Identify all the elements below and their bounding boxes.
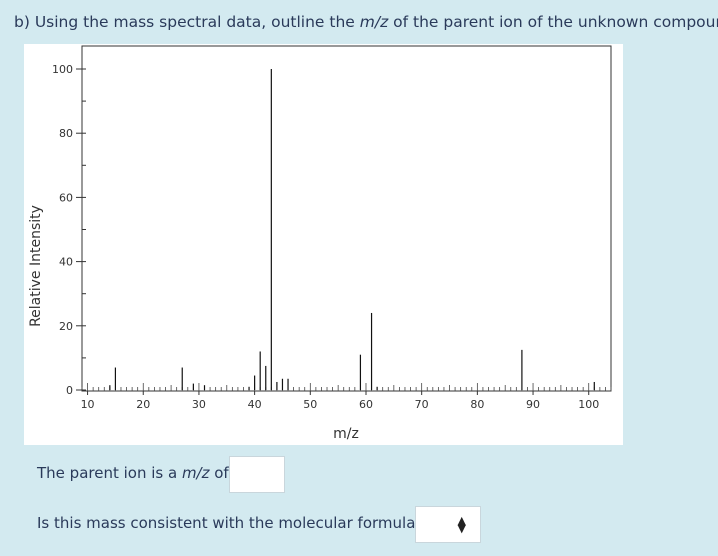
question-text: b) Using the mass spectral data, outline… [14, 13, 718, 31]
y-tick-label: 40 [59, 256, 73, 269]
updown-arrows-icon: ▲ ▼ [457, 514, 466, 535]
question-prefix: b) Using the mass spectral data, outline… [14, 13, 360, 31]
plot-frame-rect [81, 45, 612, 392]
parent-ion-label-prefix: The parent ion is a [37, 464, 182, 482]
x-tick-label: 10 [81, 398, 95, 411]
parent-ion-label-suffix: of [209, 464, 229, 482]
y-tick-label: 100 [52, 63, 73, 76]
y-tick-label: 0 [66, 384, 73, 397]
consistency-select[interactable]: ▲ ▼ [415, 506, 481, 543]
question-mz: m/z [359, 13, 389, 31]
consistency-label: Is this mass consistent with the molecul… [37, 514, 424, 532]
y-tick-label: 60 [59, 191, 73, 204]
x-tick-label: 60 [359, 398, 373, 411]
x-tick-label: 50 [303, 398, 317, 411]
y-axis-label: Relative Intensity [28, 205, 44, 327]
question-suffix: of the parent ion of the unknown compoun… [388, 13, 718, 31]
minor-ticks [81, 383, 612, 391]
x-tick-label: 70 [415, 398, 429, 411]
x-tick-label: 80 [470, 398, 484, 411]
x-tick-label: 20 [136, 398, 150, 411]
x-tick-label: 100 [578, 398, 599, 411]
x-tick-label: 40 [248, 398, 262, 411]
parent-ion-label-mz: m/z [181, 464, 210, 482]
peaks [109, 69, 595, 390]
y-axis: 0 20 40 60 80 100 [52, 63, 86, 397]
x-axis: 10 20 30 40 50 60 70 80 90 100 [81, 391, 599, 411]
y-tick-label: 20 [59, 320, 73, 333]
mass-spectrum-svg: 0 20 40 60 80 100 10 20 30 40 50 60 70 80 90 100 Relat… [28, 45, 612, 442]
x-tick-label: 90 [526, 398, 540, 411]
x-axis-label: m/z [333, 426, 359, 442]
mass-spectrum-chart: 0 20 40 60 80 100 10 20 30 40 50 60 70 80 90 100 Relat… [24, 44, 623, 445]
plot-frame [81, 45, 612, 392]
y-tick-label: 80 [59, 127, 73, 140]
x-tick-label: 30 [192, 398, 206, 411]
parent-ion-label: The parent ion is a m/z of [37, 464, 229, 482]
parent-ion-input[interactable] [229, 456, 285, 493]
